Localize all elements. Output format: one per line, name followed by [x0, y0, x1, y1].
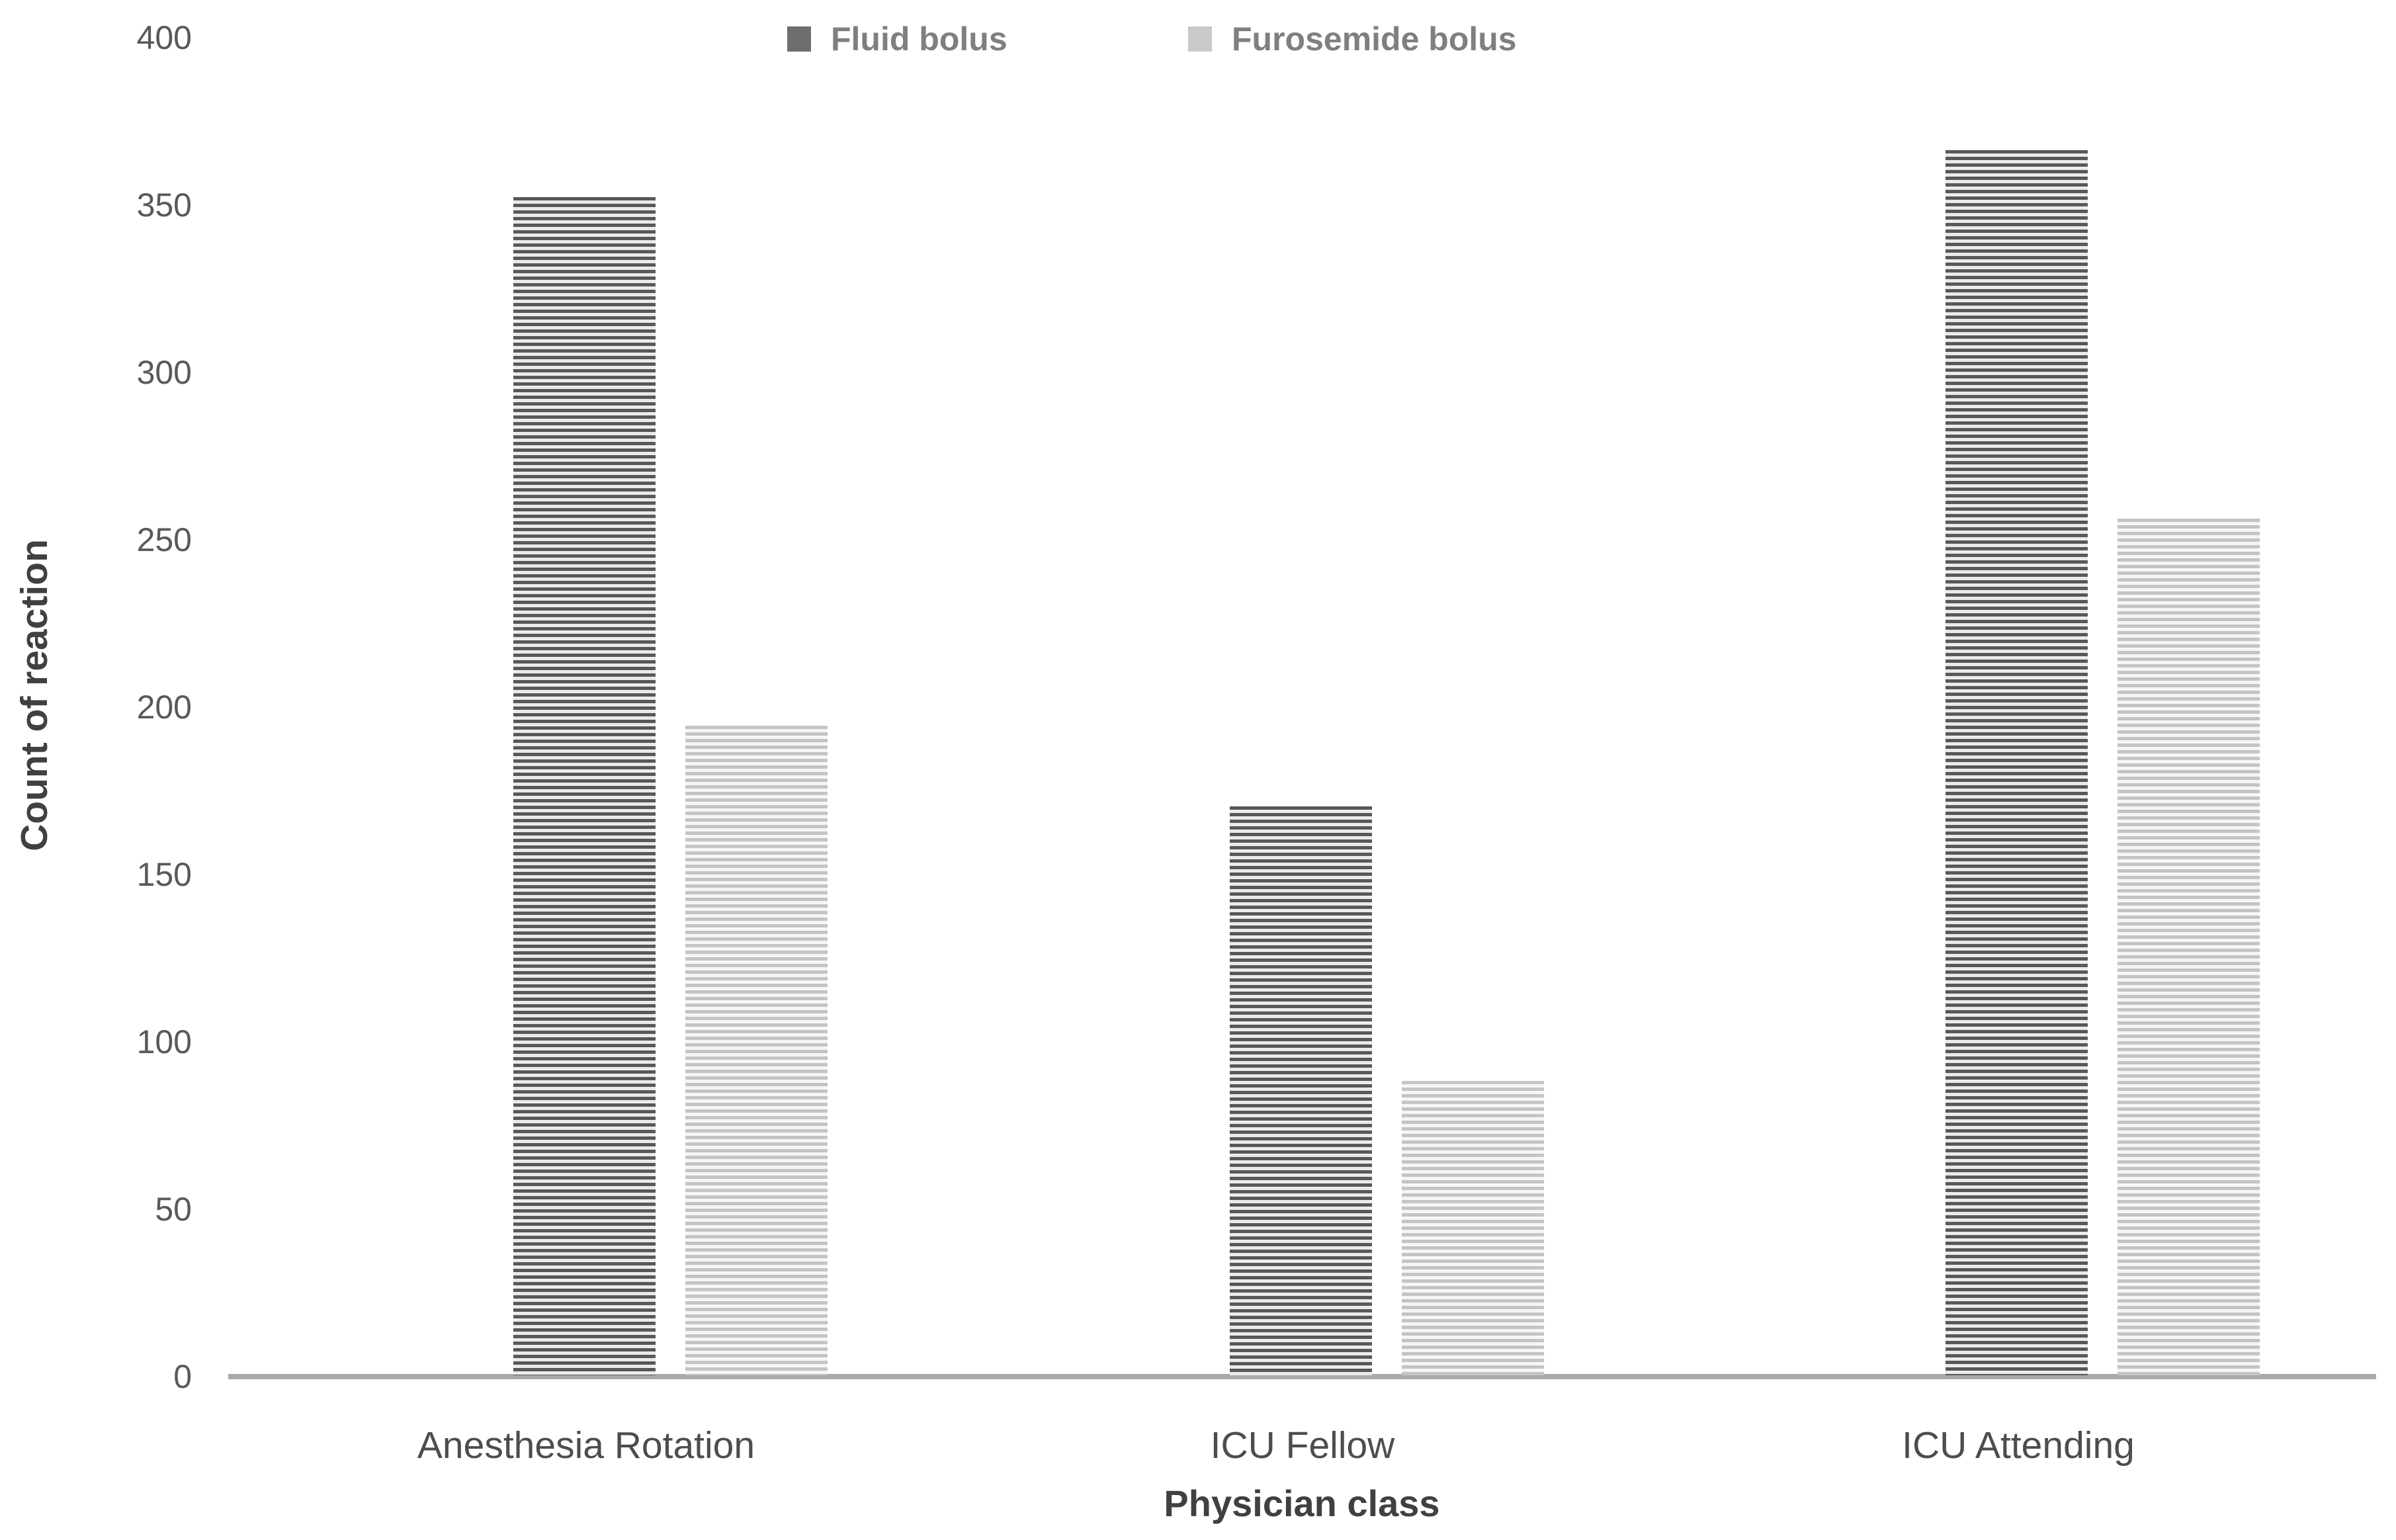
bar-fluid-bolus-icu-fellow [1230, 806, 1372, 1375]
x-axis-title: Physician class [1164, 1482, 1440, 1524]
y-tick-label: 50 [155, 1191, 192, 1228]
category-label-icu-fellow: ICU Fellow [1210, 1424, 1395, 1467]
y-tick-label: 0 [173, 1358, 192, 1395]
y-tick-label: 300 [136, 354, 192, 391]
bar-furosemide-bolus-icu-fellow [1402, 1081, 1544, 1375]
category-label-anesthesia-rotation: Anesthesia Rotation [417, 1424, 755, 1467]
y-tick-label: 200 [136, 689, 192, 726]
legend-swatch-icon-furosemide-bolus [1188, 26, 1212, 52]
legend-label-furosemide-bolus: Furosemide bolus [1232, 21, 1517, 58]
bar-fluid-bolus-icu-attending [1946, 150, 2088, 1375]
y-tick-label: 400 [136, 19, 192, 56]
bar-furosemide-bolus-icu-attending [2118, 519, 2260, 1375]
bar-furosemide-bolus-anesthesia-rotation [685, 726, 828, 1375]
legend-label-fluid-bolus: Fluid bolus [831, 21, 1007, 58]
y-tick-label: 350 [136, 187, 192, 224]
y-tick-label: 100 [136, 1023, 192, 1060]
bar-fluid-bolus-anesthesia-rotation [513, 197, 656, 1375]
y-tick-label: 150 [136, 856, 192, 893]
y-axis-title: Count of reaction [13, 539, 56, 851]
y-tick-label: 250 [136, 521, 192, 558]
category-label-icu-attending: ICU Attending [1902, 1424, 2135, 1467]
x-axis-line [228, 1374, 2376, 1379]
legend-swatch-icon-fluid-bolus [787, 26, 811, 52]
